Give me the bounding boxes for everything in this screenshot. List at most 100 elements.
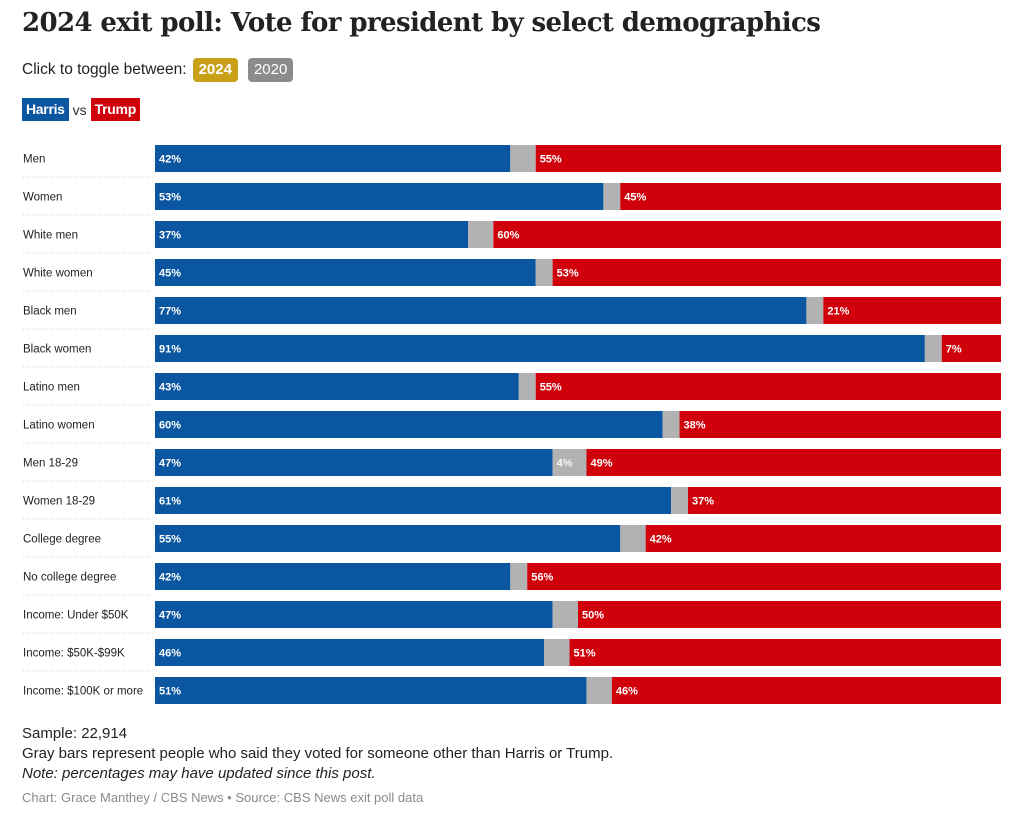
trump-value-label: 60% [497,230,519,242]
harris-bar [155,259,536,286]
trump-bar [535,373,1001,400]
legend-vs: vs [72,101,87,118]
trump-bar [493,221,1001,248]
trump-value-label: 7% [946,344,962,356]
trump-bar [645,525,1001,552]
other-bar [518,373,536,400]
category-label: White women [23,268,93,280]
harris-bar [155,221,469,248]
harris-bar [155,487,672,514]
other-bar [806,297,824,324]
harris-value-label: 53% [159,192,181,204]
trump-value-label: 46% [616,686,638,698]
update-note: Note: percentages may have updated since… [22,765,376,782]
harris-value-label: 91% [159,344,181,356]
harris-value-label: 61% [159,496,181,508]
trump-bar [586,449,1001,476]
other-bar [510,145,536,172]
harris-value-label: 60% [159,420,181,432]
category-label: Latino women [23,420,95,432]
category-label: Men [23,154,45,166]
category-label: Income: $100K or more [23,686,143,698]
trump-bar [687,487,1001,514]
toggle-prompt: Click to toggle between: [22,61,187,78]
category-label: White men [23,230,78,242]
harris-bar [155,335,925,362]
other-bar [671,487,688,514]
other-bar [586,677,612,704]
trump-bar [578,601,1001,628]
other-bar [603,183,621,210]
trump-bar [569,639,1001,666]
harris-value-label: 37% [159,230,181,242]
harris-bar [155,411,663,438]
harris-value-label: 51% [159,686,181,698]
legend: Harris vs Trump [22,98,140,121]
harris-value-label: 46% [159,648,181,660]
other-bar [544,639,570,666]
harris-value-label: 42% [159,572,181,584]
trump-value-label: 56% [531,572,553,584]
trump-bar [620,183,1001,210]
category-label: Black women [23,344,91,356]
legend-harris: Harris [22,98,69,121]
trump-value-label: 21% [827,306,849,318]
other-bar [510,563,528,590]
stacked-bar-chart: Men 42% 55% Women 53% 45% White men 37% 60% White… [23,145,1001,704]
harris-bar [155,525,621,552]
trump-value-label: 37% [692,496,714,508]
category-label: Women [23,192,62,204]
sample-size: Sample: 22,914 [22,725,128,742]
harris-bar [155,145,511,172]
category-label: Income: $50K-$99K [23,648,125,660]
trump-value-label: 45% [624,192,646,204]
harris-bar [155,639,545,666]
harris-value-label: 42% [159,154,181,166]
category-label: Black men [23,306,77,318]
category-label: Men 18-29 [23,458,78,470]
harris-value-label: 55% [159,534,181,546]
chart-footer: Sample: 22,914 Gray bars represent peopl… [22,724,613,808]
trump-bar [611,677,1001,704]
other-bar [552,449,587,476]
trump-bar [552,259,1001,286]
category-label: Income: Under $50K [23,610,129,622]
trump-value-label: 38% [684,420,706,432]
other-bar [552,601,578,628]
harris-bar [155,297,807,324]
harris-bar [155,601,553,628]
category-label: Latino men [23,382,80,394]
other-bar [468,221,494,248]
harris-value-label: 43% [159,382,181,394]
other-bar [662,411,680,438]
harris-value-label: 77% [159,306,181,318]
harris-value-label: 45% [159,268,181,280]
trump-bar [527,563,1001,590]
trump-bar [679,411,1001,438]
legend-trump: Trump [90,98,140,121]
chart-credit: Chart: Grace Manthey / CBS News • Source… [22,790,424,805]
harris-bar [155,449,553,476]
gray-bar-note: Gray bars represent people who said they… [22,745,614,762]
trump-value-label: 42% [650,534,672,546]
trump-bar [823,297,1001,324]
other-value-label: 4% [557,458,573,470]
harris-value-label: 47% [159,610,181,622]
trump-value-label: 50% [582,610,604,622]
trump-value-label: 49% [590,458,612,470]
toggle-2020-button[interactable]: 2020 [247,58,294,82]
trump-value-label: 55% [540,382,562,394]
harris-bar [155,183,604,210]
category-label: College degree [23,534,101,546]
category-label: Women 18-29 [23,496,95,508]
trump-bar [941,335,1001,362]
harris-bar [155,677,587,704]
trump-bar [535,145,1001,172]
harris-value-label: 47% [159,458,181,470]
chart-title: 2024 exit poll: Vote for president by se… [22,8,821,38]
category-label: No college degree [23,572,116,584]
harris-bar [155,373,519,400]
other-bar [620,525,646,552]
other-bar [535,259,553,286]
toggle-2024-button[interactable]: 2024 [192,58,238,82]
